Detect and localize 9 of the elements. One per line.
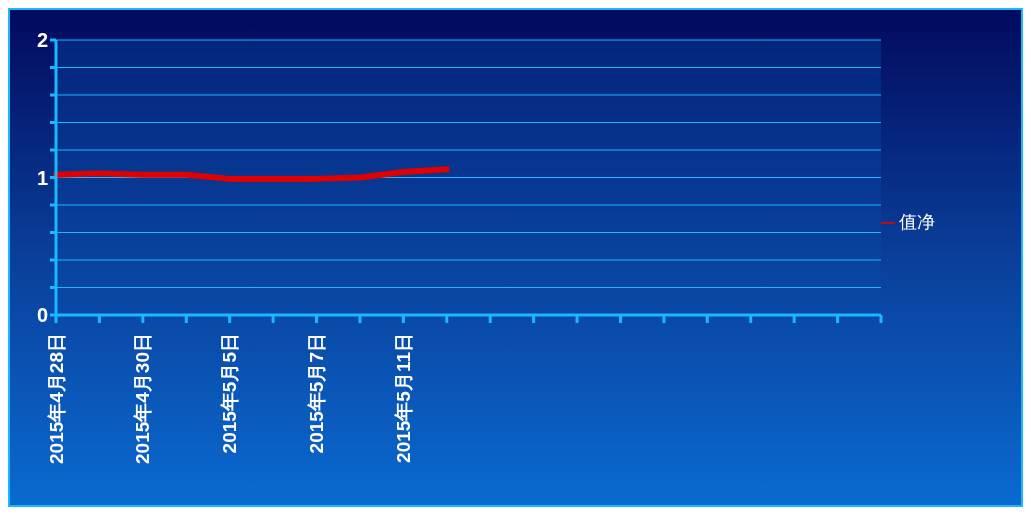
y-tick-label: 1 (36, 166, 48, 189)
legend-label: 值净 (899, 212, 935, 232)
y-tick-label: 0 (36, 304, 48, 327)
x-tick-label: 2015年4月28日 (45, 333, 67, 464)
x-tick-label: 2015年5月11日 (392, 333, 414, 463)
x-tick-label: 2015年4月30日 (132, 333, 154, 464)
x-tick-label: 2015年5月5日 (219, 333, 241, 454)
x-tick-label: 2015年5月7日 (306, 333, 328, 454)
y-tick-label: 2 (36, 29, 48, 52)
